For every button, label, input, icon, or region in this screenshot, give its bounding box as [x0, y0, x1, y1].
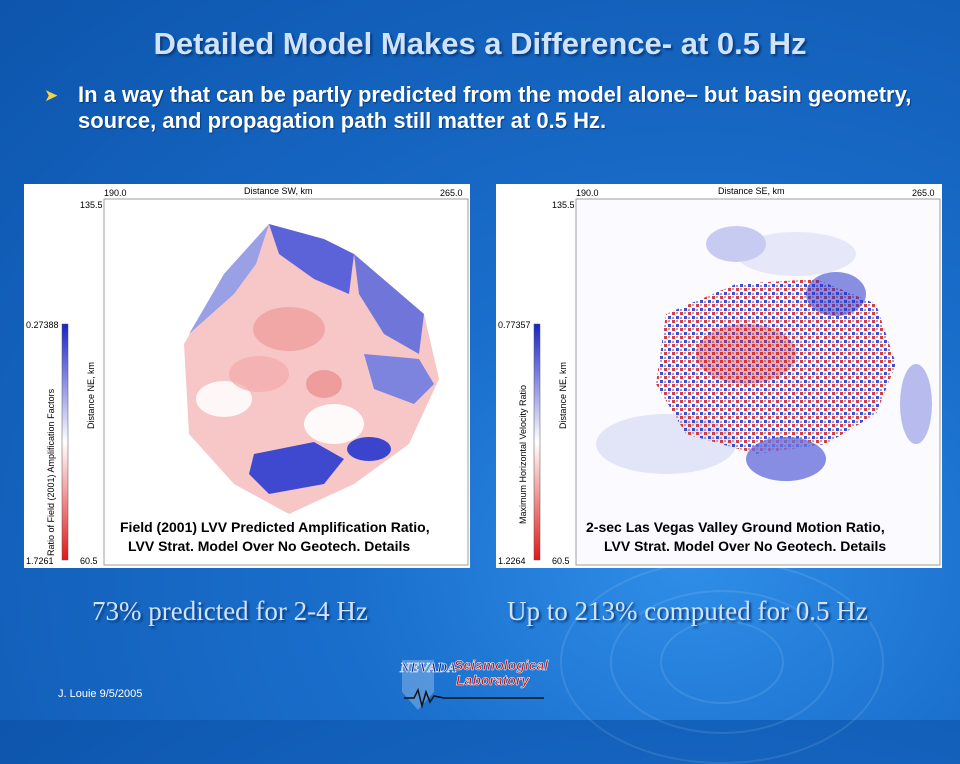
colorbar-top-value: 0.77357 [498, 320, 531, 330]
x-axis-label: Distance SW, km [244, 186, 313, 196]
x-axis-label: Distance SE, km [718, 186, 785, 196]
blue-zone [249, 442, 344, 494]
background-ripple [660, 620, 784, 704]
bullet-text: In a way that can be partly predicted fr… [78, 82, 912, 133]
blue-zone [347, 437, 391, 461]
map-caption-line2: LVV Strat. Model Over No Geotech. Detail… [128, 538, 410, 554]
colorbar [533, 323, 541, 561]
faint-blue-zone [736, 232, 856, 276]
velocity-ratio-map: 0.77357 1.2264 Maximum Horizontal Veloci… [498, 186, 941, 566]
map-caption-line2: LVV Strat. Model Over No Geotech. Detail… [604, 538, 886, 554]
red-patch [229, 356, 289, 392]
y-axis-label: Distance NE, km [86, 362, 96, 429]
colorbar-top-value: 0.27388 [26, 320, 59, 330]
blue-zone [354, 254, 424, 354]
amplification-map: 0.27388 1.7261 Ratio of Field (2001) Amp… [26, 186, 469, 566]
colorbar-label: Ratio of Field (2001) Amplification Fact… [46, 388, 56, 556]
y-axis-top: 135.5 [552, 200, 575, 210]
blue-zone [900, 364, 932, 444]
ground-motion-ratio-field [656, 279, 896, 454]
white-patch [304, 404, 364, 444]
blue-zone [269, 224, 354, 294]
logo-word-laboratory: Laboratory [456, 672, 530, 688]
map-caption-line1: 2-sec Las Vegas Valley Ground Motion Rat… [586, 519, 885, 535]
amplification-map-panel: 0.27388 1.7261 Ratio of Field (2001) Amp… [24, 184, 470, 568]
right-result-caption: Up to 213% computed for 0.5 Hz [507, 596, 868, 626]
y-axis-bottom: 60.5 [80, 556, 98, 566]
map-caption-line1: Field (2001) LVV Predicted Amplification… [120, 519, 430, 535]
colorbar-bottom-value: 1.7261 [26, 556, 54, 566]
logo-word-seismological: Seismological [454, 657, 549, 673]
nevada-seismological-laboratory-logo: NEVADA Seismological Laboratory [394, 652, 554, 714]
red-patch [253, 307, 325, 351]
y-axis-bottom: 60.5 [552, 556, 570, 566]
white-patch [196, 381, 252, 417]
y-axis-top: 135.5 [80, 200, 103, 210]
left-result-caption: 73% predicted for 2-4 Hz [92, 596, 368, 626]
colorbar-bottom-value: 1.2264 [498, 556, 526, 566]
logo-word-nevada: NEVADA [399, 661, 457, 676]
velocity-ratio-map-panel: 0.77357 1.2264 Maximum Horizontal Veloci… [496, 184, 942, 568]
arrowhead-bullet-icon: ➤ [44, 86, 59, 105]
x-axis-start: 190.0 [576, 188, 599, 198]
footer-author-date: J. Louie 9/5/2005 [58, 688, 143, 700]
colorbar [61, 323, 69, 561]
bullet-point: ➤ In a way that can be partly predicted … [44, 82, 924, 134]
seismogram-icon [404, 687, 544, 709]
colorbar-label: Maximum Horizontal Velocity Ratio [518, 385, 528, 524]
red-patch [306, 370, 342, 398]
blue-zone [706, 226, 766, 262]
blue-zone [746, 437, 826, 481]
blue-zone [364, 354, 434, 404]
y-axis-label: Distance NE, km [558, 362, 568, 429]
red-zone [696, 324, 796, 384]
x-axis-start: 190.0 [104, 188, 127, 198]
blue-zone [189, 224, 269, 334]
x-axis-end: 265.0 [912, 188, 935, 198]
blue-zone [806, 272, 866, 316]
slide-title: Detailed Model Makes a Difference- at 0.… [153, 26, 807, 61]
x-axis-end: 265.0 [440, 188, 463, 198]
